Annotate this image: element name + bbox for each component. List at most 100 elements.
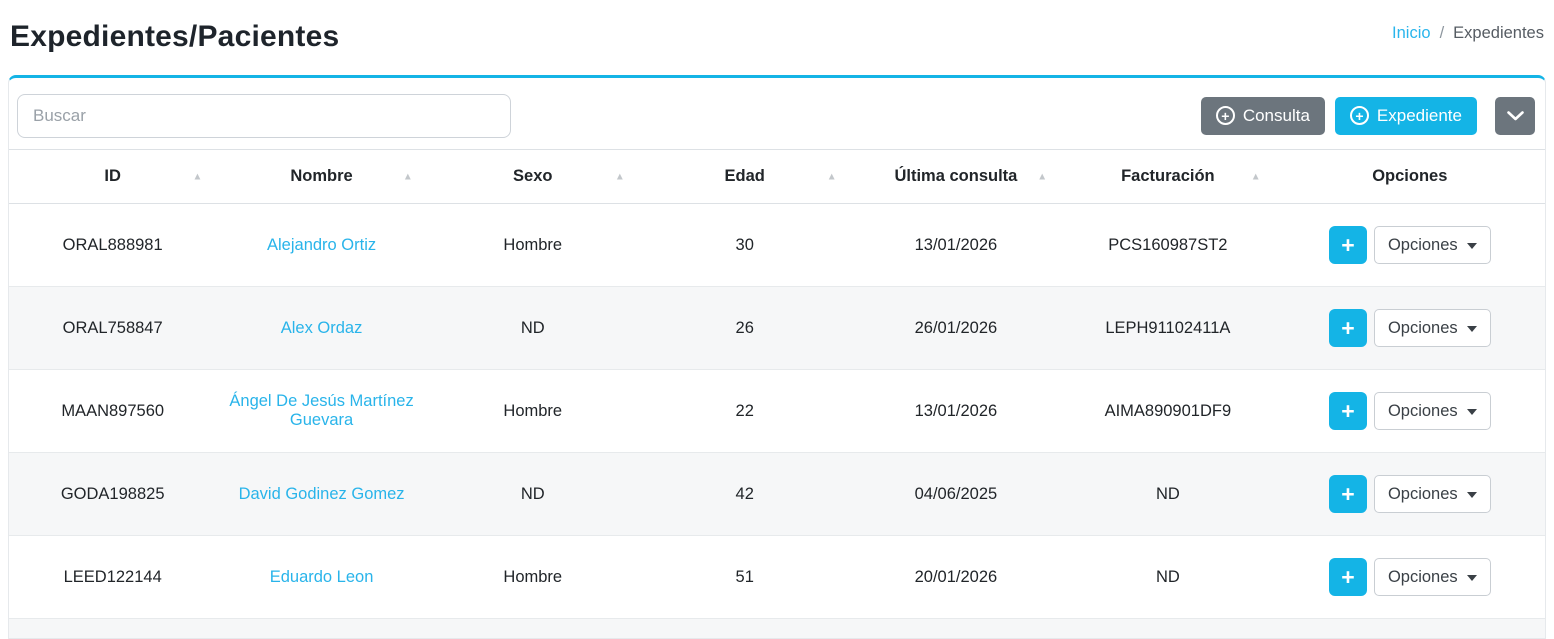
add-consulta-button[interactable]: + Consulta <box>1200 96 1325 135</box>
patient-name-link[interactable]: Alejandro Ortiz <box>267 235 377 254</box>
column-header-label: Nombre <box>290 167 353 185</box>
cell-id: ROED902197 <box>9 618 217 638</box>
sort-asc-icon: ▲ <box>1037 171 1048 182</box>
expediente-button-label: Expediente <box>1376 105 1462 125</box>
sort-asc-icon: ▲ <box>192 171 203 182</box>
plus-icon: + <box>1341 480 1355 507</box>
row-options-label: Opciones <box>1387 567 1458 586</box>
column-header-label: Opciones <box>1372 167 1448 185</box>
patients-table: ID ▲ Nombre ▲ Sexo ▲ Edad ▲ Última consu… <box>9 149 1545 638</box>
cell-nombre: Alejandro Ortiz <box>216 203 427 287</box>
table-row: ORAL888981 Alejandro Ortiz Hombre 30 13/… <box>9 203 1545 287</box>
column-header-label: Sexo <box>513 167 553 185</box>
cell-facturacion: LEPH91102411A <box>1061 286 1275 370</box>
patient-name-link[interactable]: Eduardo Leon <box>269 567 374 586</box>
column-header-edad[interactable]: Edad ▲ <box>638 149 851 204</box>
page-title: Expedientes/Pacientes <box>10 20 340 53</box>
row-options-button[interactable]: Opciones <box>1373 309 1491 347</box>
plus-icon: + <box>1341 397 1355 424</box>
patient-name-link[interactable]: Alex Ordaz <box>280 318 363 337</box>
add-expediente-button[interactable]: + Expediente <box>1334 96 1477 135</box>
cell-sexo: Hombre <box>426 369 639 453</box>
cell-nombre: Edwin Rosales <box>216 618 427 638</box>
cell-nombre: Ángel De Jesús Martínez Guevara <box>216 369 427 453</box>
cell-id: ORAL758847 <box>9 286 217 370</box>
cell-sexo: ND <box>426 452 639 536</box>
row-add-button[interactable]: + <box>1328 558 1367 596</box>
cell-opciones: + Opciones <box>1274 452 1545 536</box>
cell-ultima-consulta: 04/06/2025 <box>850 452 1062 536</box>
row-add-button[interactable]: + <box>1328 226 1367 264</box>
cell-sexo: Hombre <box>426 535 639 619</box>
row-add-button[interactable]: + <box>1328 392 1367 430</box>
column-header-label: ID <box>104 167 121 185</box>
table-row: MAAN897560 Ángel De Jesús Martínez Gueva… <box>9 369 1545 453</box>
cell-opciones: + Opciones <box>1274 203 1545 287</box>
cell-facturacion: AIMA890901DF9 <box>1061 369 1275 453</box>
caret-down-icon <box>1466 492 1477 498</box>
column-header-ultima-consulta[interactable]: Última consulta ▲ <box>850 149 1062 204</box>
cell-ultima-consulta: 26/01/2026 <box>850 286 1062 370</box>
breadcrumb-home-link[interactable]: Inicio <box>1392 23 1431 42</box>
patients-card: + Consulta + Expediente ID ▲ <box>8 75 1546 639</box>
row-options-button[interactable]: Opciones <box>1373 226 1491 264</box>
plus-glyph: + <box>1221 107 1230 124</box>
cell-nombre: Eduardo Leon <box>216 535 427 619</box>
cell-facturacion: GSO230908EN5 <box>1061 618 1275 638</box>
cell-opciones: + Opciones <box>1274 535 1545 619</box>
table-row: ROED902197 Edwin Rosales Hombre 2 ND GSO… <box>9 618 1545 638</box>
patient-name-link[interactable]: David Godinez Gomez <box>238 484 405 503</box>
row-options-button[interactable]: Opciones <box>1373 475 1491 513</box>
row-options-label: Opciones <box>1387 235 1458 254</box>
caret-down-icon <box>1466 243 1477 249</box>
cell-edad: 26 <box>638 286 851 370</box>
column-header-label: Última consulta <box>894 167 1018 185</box>
row-options-label: Opciones <box>1387 484 1458 503</box>
column-header-opciones: Opciones <box>1274 149 1545 204</box>
table-row: GODA198825 David Godinez Gomez ND 42 04/… <box>9 452 1545 536</box>
row-add-button[interactable]: + <box>1328 475 1367 513</box>
table-row: ORAL758847 Alex Ordaz ND 26 26/01/2026 L… <box>9 286 1545 370</box>
cell-edad: 42 <box>638 452 851 536</box>
plus-circle-icon: + <box>1215 106 1235 125</box>
more-actions-button[interactable] <box>1495 96 1535 135</box>
column-header-label: Edad <box>724 167 765 185</box>
chevron-down-icon <box>1506 106 1524 126</box>
row-add-button[interactable]: + <box>1328 309 1367 347</box>
cell-sexo: ND <box>426 286 639 370</box>
sort-asc-icon: ▲ <box>402 171 413 182</box>
sort-asc-icon: ▲ <box>1250 171 1261 182</box>
breadcrumb-separator: / <box>1439 23 1445 42</box>
cell-id: ORAL888981 <box>9 203 217 287</box>
caret-down-icon <box>1466 409 1477 415</box>
patient-name-link[interactable]: Ángel De Jesús Martínez Guevara <box>229 392 414 429</box>
sort-asc-icon: ▲ <box>614 171 625 182</box>
row-options-button[interactable]: Opciones <box>1373 558 1491 596</box>
column-header-id[interactable]: ID ▲ <box>9 149 217 204</box>
breadcrumb-current: Expedientes <box>1453 23 1544 42</box>
column-header-facturacion[interactable]: Facturación ▲ <box>1061 149 1275 204</box>
caret-down-icon <box>1466 575 1477 581</box>
table-header-row: ID ▲ Nombre ▲ Sexo ▲ Edad ▲ Última consu… <box>9 149 1545 204</box>
row-options-label: Opciones <box>1387 318 1458 337</box>
cell-edad: 30 <box>638 203 851 287</box>
cell-facturacion: PCS160987ST2 <box>1061 203 1275 287</box>
cell-id: LEED122144 <box>9 535 217 619</box>
cell-id: GODA198825 <box>9 452 217 536</box>
cell-nombre: David Godinez Gomez <box>216 452 427 536</box>
column-header-nombre[interactable]: Nombre ▲ <box>216 149 427 204</box>
row-options-button[interactable]: Opciones <box>1373 392 1491 430</box>
cell-ultima-consulta: 13/01/2026 <box>850 369 1062 453</box>
cell-opciones: + Opciones <box>1274 618 1545 638</box>
cell-sexo: Hombre <box>426 203 639 287</box>
cell-nombre: Alex Ordaz <box>216 286 427 370</box>
plus-icon: + <box>1341 314 1355 341</box>
cell-id: MAAN897560 <box>9 369 217 453</box>
cell-edad: 2 <box>638 618 851 638</box>
cell-opciones: + Opciones <box>1274 369 1545 453</box>
search-input[interactable] <box>17 93 511 138</box>
column-header-sexo[interactable]: Sexo ▲ <box>426 149 639 204</box>
page-header: Expedientes/Pacientes Inicio / Expedient… <box>0 0 1554 62</box>
plus-glyph: + <box>1355 107 1364 124</box>
plus-icon: + <box>1341 231 1355 258</box>
